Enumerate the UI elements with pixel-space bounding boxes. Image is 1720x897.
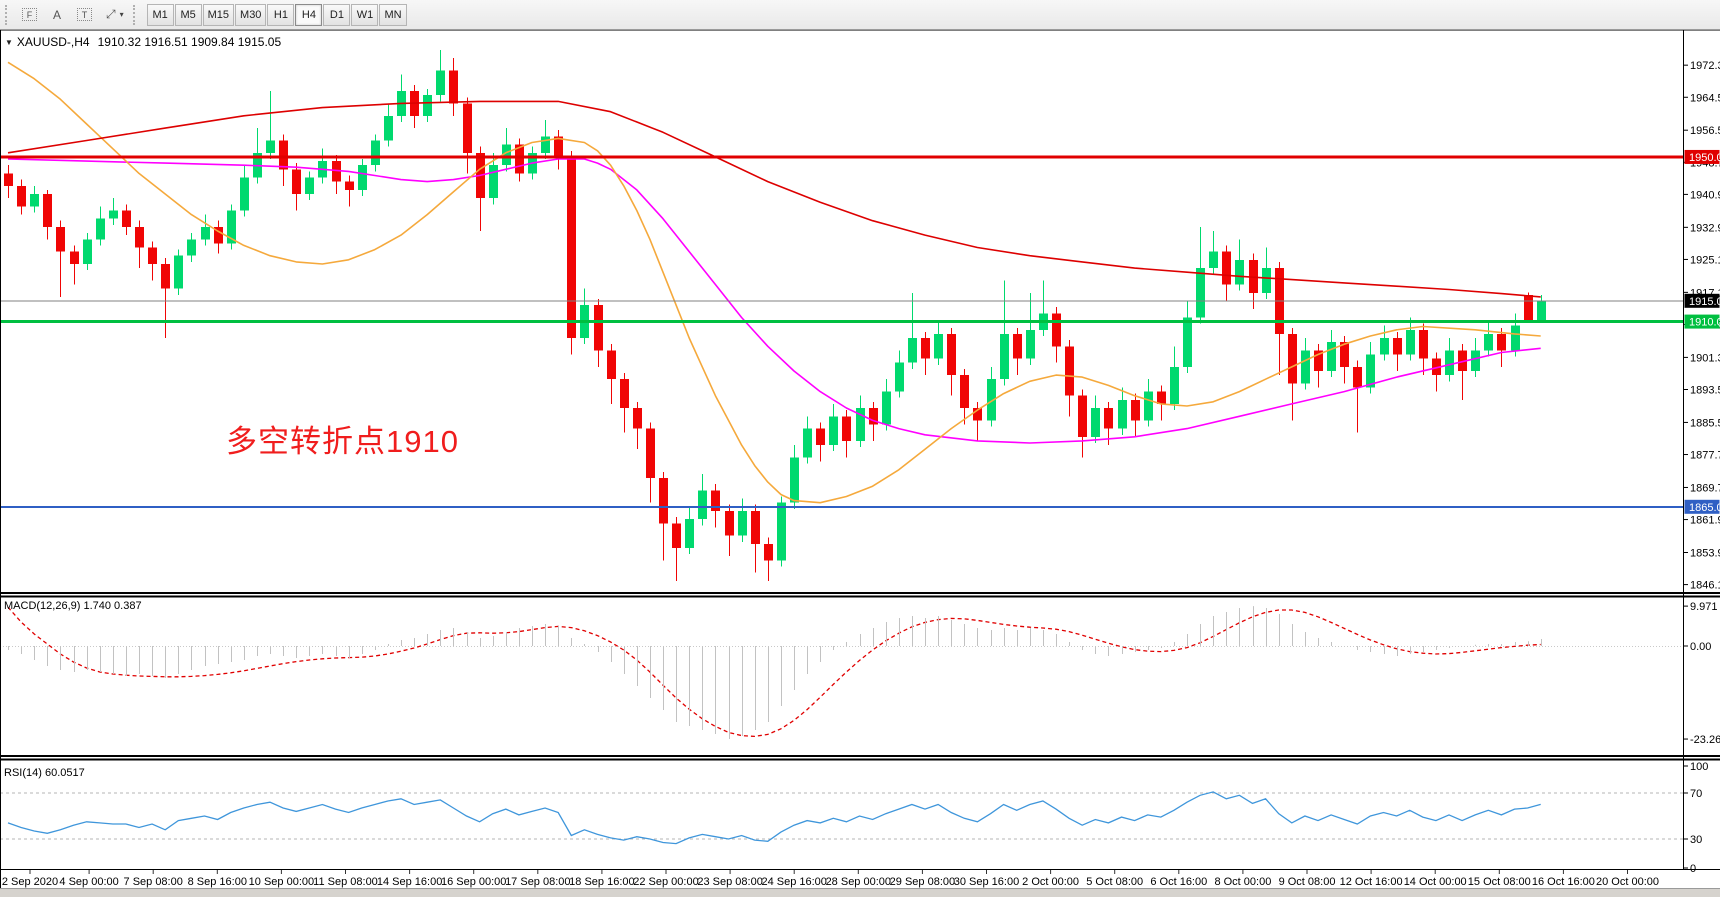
svg-text:20 Oct 00:00: 20 Oct 00:00 bbox=[1596, 876, 1659, 888]
svg-text:2 Sep 2020: 2 Sep 2020 bbox=[2, 876, 58, 888]
macd-pane bbox=[0, 606, 1684, 738]
svg-text:7 Sep 08:00: 7 Sep 08:00 bbox=[124, 876, 183, 888]
region-select-tool-icon: F bbox=[22, 8, 37, 21]
pane-borders bbox=[0, 30, 1720, 897]
text-label-tool-icon: T bbox=[77, 8, 92, 21]
timeframe-MN-button[interactable]: MN bbox=[379, 3, 407, 26]
date-axis[interactable]: 2 Sep 2020 4 Sep 00:00 7 Sep 08:00 8 Sep 16… bbox=[2, 870, 1659, 888]
top-toolbar: F A T ⤢ ▾ M1 M5 M15 M30 H1 H4 D1 W1 MN bbox=[0, 0, 1720, 30]
svg-text:1910.00: 1910.00 bbox=[1689, 317, 1720, 329]
macd-signal-line bbox=[7, 606, 1541, 738]
svg-text:1964.50: 1964.50 bbox=[1690, 92, 1720, 104]
status-strip bbox=[0, 889, 1720, 897]
ma-orange-line bbox=[7, 61, 1541, 504]
svg-text:1853.90: 1853.90 bbox=[1690, 547, 1720, 559]
svg-text:1972.30: 1972.30 bbox=[1690, 60, 1720, 72]
svg-text:12 Oct 16:00: 12 Oct 16:00 bbox=[1340, 876, 1403, 888]
svg-text:28 Sep 00:00: 28 Sep 00:00 bbox=[826, 876, 891, 888]
macd-axis: 9.971 0.00 -23.261 bbox=[1684, 601, 1720, 746]
timeframe-M1-button[interactable]: M1 bbox=[146, 3, 174, 26]
svg-text:1932.90: 1932.90 bbox=[1690, 222, 1720, 234]
timeframe-W1-button[interactable]: W1 bbox=[351, 3, 379, 26]
svg-text:6 Oct 16:00: 6 Oct 16:00 bbox=[1150, 876, 1207, 888]
candles-group bbox=[4, 49, 1546, 581]
svg-text:15 Oct 08:00: 15 Oct 08:00 bbox=[1468, 876, 1531, 888]
rsi-indicator-label: RSI(14) 60.0517 bbox=[4, 767, 85, 779]
svg-text:1885.50: 1885.50 bbox=[1690, 417, 1720, 429]
svg-text:1869.70: 1869.70 bbox=[1690, 482, 1720, 494]
svg-text:9 Oct 08:00: 9 Oct 08:00 bbox=[1279, 876, 1336, 888]
move-arrows-tool-icon: ⤢ bbox=[106, 7, 116, 21]
svg-text:24 Sep 16:00: 24 Sep 16:00 bbox=[761, 876, 826, 888]
svg-text:1877.70: 1877.70 bbox=[1690, 450, 1720, 462]
svg-text:0.00: 0.00 bbox=[1690, 641, 1711, 653]
svg-text:8 Sep 16:00: 8 Sep 16:00 bbox=[188, 876, 247, 888]
svg-text:1950.00: 1950.00 bbox=[1689, 152, 1720, 164]
rsi-pane bbox=[0, 791, 1684, 845]
timeframe-M5-button[interactable]: M5 bbox=[174, 3, 202, 26]
svg-text:16 Oct 16:00: 16 Oct 16:00 bbox=[1532, 876, 1595, 888]
svg-text:70: 70 bbox=[1690, 788, 1702, 800]
macd-histogram bbox=[8, 606, 1542, 740]
svg-text:9.971: 9.971 bbox=[1690, 601, 1718, 613]
svg-text:23 Sep 08:00: 23 Sep 08:00 bbox=[697, 876, 762, 888]
timeframe-M30-button[interactable]: M30 bbox=[235, 3, 267, 26]
timeframe-H1-button[interactable]: H1 bbox=[267, 3, 295, 26]
ma-magenta-line bbox=[7, 158, 1541, 444]
svg-text:1915.05: 1915.05 bbox=[1689, 296, 1720, 308]
svg-text:1940.90: 1940.90 bbox=[1690, 189, 1720, 201]
text-label-tool[interactable]: T bbox=[70, 4, 99, 26]
horizontal-levels-group bbox=[0, 155, 1684, 508]
price-chart-surface[interactable]: 1972.301964.501956.501948.701940.901932.… bbox=[0, 30, 1720, 897]
svg-text:22 Sep 00:00: 22 Sep 00:00 bbox=[633, 876, 698, 888]
svg-text:1925.10: 1925.10 bbox=[1690, 254, 1720, 266]
move-arrows-tool[interactable]: ⤢ ▾ bbox=[99, 4, 131, 26]
svg-text:16 Sep 00:00: 16 Sep 00:00 bbox=[441, 876, 506, 888]
svg-text:11 Sep 08:00: 11 Sep 08:00 bbox=[313, 876, 378, 888]
text-annotation-tool[interactable]: A bbox=[44, 4, 70, 26]
svg-text:-23.261: -23.261 bbox=[1690, 734, 1720, 746]
timeframe-M15-button[interactable]: M15 bbox=[202, 3, 235, 26]
dropdown-caret-icon[interactable]: ▾ bbox=[119, 10, 124, 19]
drawing-tools-group: F A T ⤢ ▾ bbox=[15, 4, 131, 26]
svg-text:14 Oct 00:00: 14 Oct 00:00 bbox=[1404, 876, 1467, 888]
svg-text:1893.50: 1893.50 bbox=[1690, 384, 1720, 396]
annotation-text[interactable]: 多空转折点1910 bbox=[226, 424, 459, 459]
svg-text:1861.90: 1861.90 bbox=[1690, 515, 1720, 527]
svg-text:8 Oct 00:00: 8 Oct 00:00 bbox=[1214, 876, 1271, 888]
text-annotation-tool-icon: A bbox=[52, 7, 61, 22]
ohlc-values: 1910.32 1916.51 1909.84 1915.05 bbox=[97, 35, 282, 49]
svg-text:14 Sep 16:00: 14 Sep 16:00 bbox=[377, 876, 442, 888]
svg-text:5 Oct 08:00: 5 Oct 08:00 bbox=[1086, 876, 1143, 888]
svg-text:30: 30 bbox=[1690, 834, 1702, 846]
timeframe-group: M1 M5 M15 M30 H1 H4 D1 W1 MN bbox=[146, 3, 408, 26]
ma-red-line bbox=[7, 100, 1541, 298]
svg-text:17 Sep 08:00: 17 Sep 08:00 bbox=[505, 876, 570, 888]
region-select-tool[interactable]: F bbox=[15, 4, 44, 26]
chart-legend: ▼ XAUUSD-,H4 1910.32 1916.51 1909.84 1915.… bbox=[5, 35, 281, 49]
chart-window: 1972.301964.501956.501948.701940.901932.… bbox=[0, 30, 1720, 897]
svg-text:18 Sep 16:00: 18 Sep 16:00 bbox=[569, 876, 634, 888]
toolbar-grip-handle[interactable] bbox=[5, 4, 9, 25]
svg-text:2 Oct 00:00: 2 Oct 00:00 bbox=[1022, 876, 1079, 888]
timeframe-H4-button[interactable]: H4 bbox=[295, 3, 323, 26]
collapse-triangle-icon[interactable]: ▼ bbox=[5, 38, 13, 47]
toolbar-grip-handle-2[interactable] bbox=[132, 4, 137, 25]
symbol-period-label: XAUUSD-,H4 bbox=[16, 35, 90, 49]
price-badges: 1950.00 1915.05 1910.00 1865.00 bbox=[1684, 149, 1720, 514]
svg-text:29 Sep 08:00: 29 Sep 08:00 bbox=[890, 876, 955, 888]
svg-text:1956.50: 1956.50 bbox=[1690, 125, 1720, 137]
svg-text:30 Sep 16:00: 30 Sep 16:00 bbox=[954, 876, 1019, 888]
rsi-line bbox=[7, 791, 1541, 845]
pane-separators bbox=[0, 592, 1720, 761]
svg-text:100: 100 bbox=[1690, 761, 1708, 773]
macd-indicator-label: MACD(12,26,9) 1.740 0.387 bbox=[4, 600, 142, 612]
svg-text:1865.00: 1865.00 bbox=[1689, 502, 1720, 514]
svg-text:1901.30: 1901.30 bbox=[1690, 352, 1720, 364]
svg-text:10 Sep 00:00: 10 Sep 00:00 bbox=[249, 876, 314, 888]
svg-text:1846.10: 1846.10 bbox=[1690, 580, 1720, 592]
svg-text:4 Sep 00:00: 4 Sep 00:00 bbox=[59, 876, 118, 888]
timeframe-D1-button[interactable]: D1 bbox=[323, 3, 351, 26]
